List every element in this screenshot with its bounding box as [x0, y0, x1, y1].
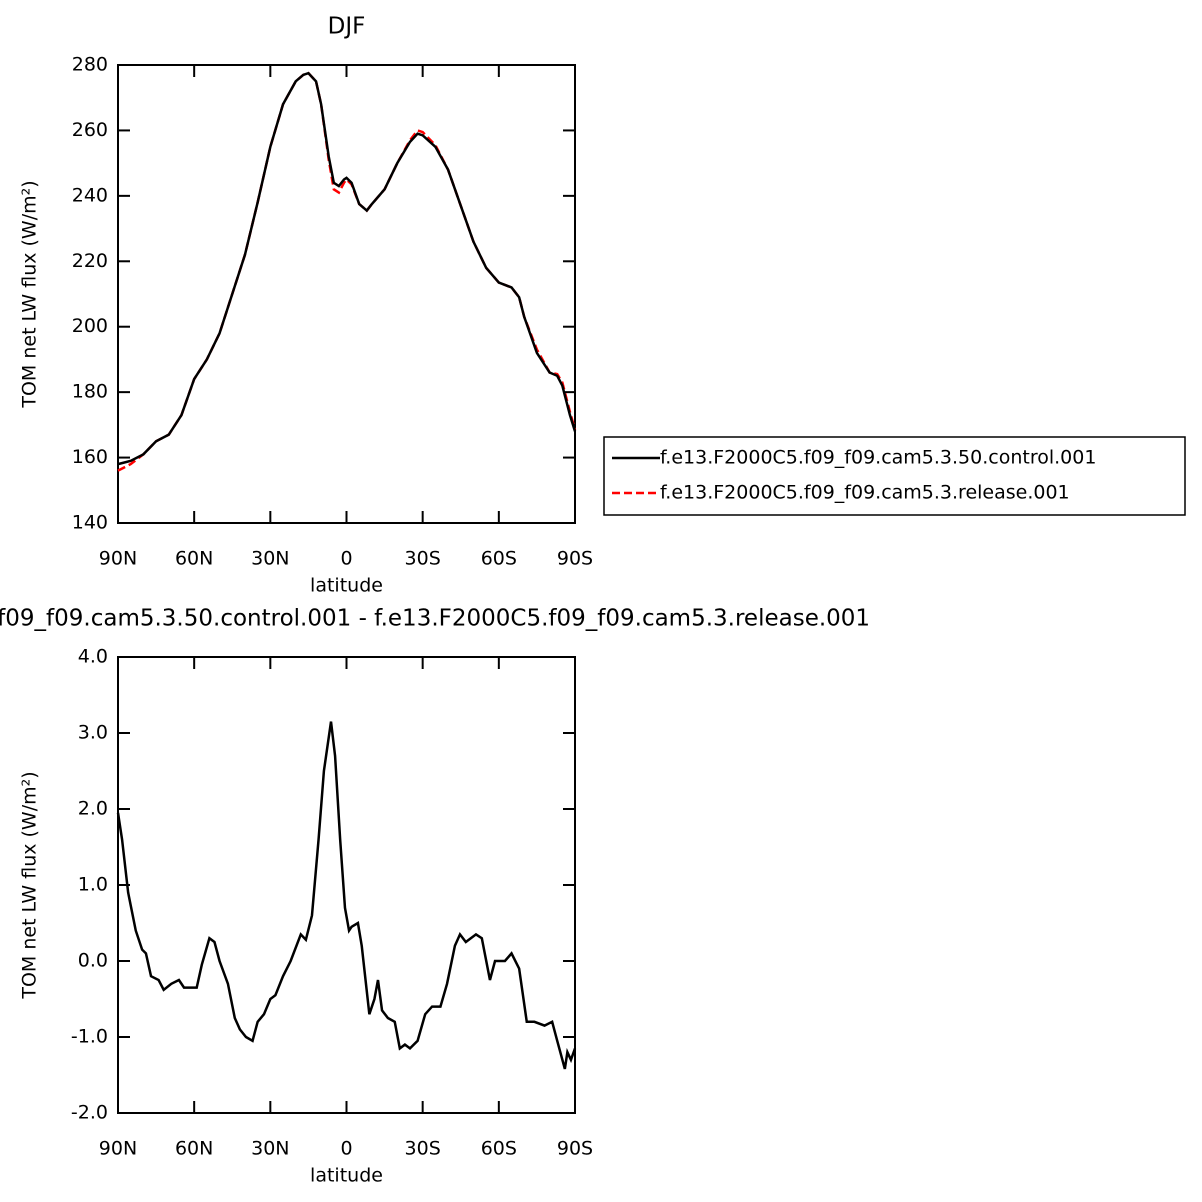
legend-label: f.e13.F2000C5.f09_f09.cam5.3.50.control.… — [660, 447, 1096, 469]
x-tick-label: 30S — [405, 1138, 441, 1160]
x-tick-label: 90S — [557, 548, 593, 570]
y-tick-label: 180 — [72, 381, 108, 403]
legend-label: f.e13.F2000C5.f09_f09.cam5.3.release.001 — [660, 482, 1070, 504]
x-tick-label: 0 — [340, 1138, 352, 1160]
x-tick-label: 90S — [557, 1138, 593, 1160]
y-tick-label: 260 — [72, 119, 108, 141]
x-tick-label: 0 — [340, 548, 352, 570]
y-axis-label: TOM net LW flux (W/m²) — [19, 180, 41, 408]
x-tick-label: 60S — [481, 1138, 517, 1160]
y-tick-label: 1.0 — [78, 874, 108, 896]
y-tick-label: 140 — [72, 512, 108, 534]
x-tick-label: 30N — [251, 548, 289, 570]
line-series — [117, 71, 577, 466]
y-tick-label: 200 — [72, 315, 108, 337]
y-tick-label: -1.0 — [71, 1026, 108, 1048]
y-tick-label: 3.0 — [78, 722, 108, 744]
y-tick-label: 220 — [72, 250, 108, 272]
y-axis-label: TOM net LW flux (W/m²) — [19, 771, 41, 999]
y-tick-label: 4.0 — [78, 646, 108, 668]
x-axis-label: latitude — [310, 575, 383, 597]
y-tick-label: 2.0 — [78, 798, 108, 820]
x-axis-label: latitude — [310, 1165, 383, 1187]
x-tick-label: 60N — [175, 1138, 213, 1160]
x-tick-label: 60S — [481, 548, 517, 570]
line-series — [116, 721, 577, 1070]
plot-frame — [117, 656, 576, 1114]
chart-title: DJF — [328, 14, 366, 40]
x-tick-label: 90N — [99, 548, 137, 570]
legend-box — [603, 436, 1186, 516]
line-series — [117, 71, 577, 472]
x-tick-label: 30S — [405, 548, 441, 570]
y-tick-label: 240 — [72, 184, 108, 206]
x-tick-label: 30N — [251, 1138, 289, 1160]
y-tick-label: 280 — [72, 54, 108, 76]
x-tick-label: 90N — [99, 1138, 137, 1160]
y-tick-label: 0.0 — [78, 950, 108, 972]
x-tick-label: 60N — [175, 548, 213, 570]
y-tick-label: 160 — [72, 446, 108, 468]
chart-title: f.e13.F2000C5.f09_f09.cam5.3.50.control.… — [0, 606, 870, 632]
y-tick-label: -2.0 — [71, 1102, 108, 1124]
plot-frame — [117, 64, 576, 524]
